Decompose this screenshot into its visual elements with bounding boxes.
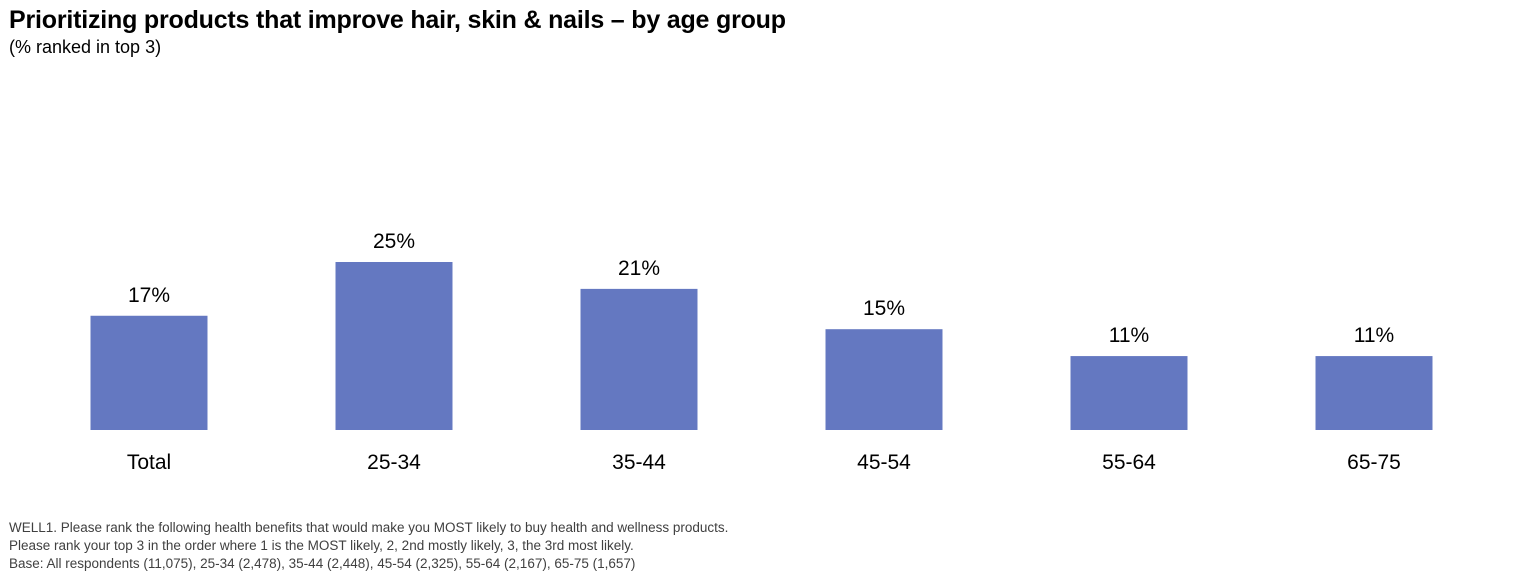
bar-65-75 bbox=[1315, 356, 1433, 430]
footnote-base: Base: All respondents (11,075), 25-34 (2… bbox=[9, 556, 636, 571]
data-label-65-75: 11% bbox=[1354, 324, 1394, 347]
data-label-35-44: 21% bbox=[618, 257, 660, 280]
footnote-question-line-2: Please rank your top 3 in the order wher… bbox=[9, 538, 634, 553]
bar-total bbox=[90, 315, 208, 430]
category-label-25-34: 25-34 bbox=[367, 451, 421, 474]
bar-45-54 bbox=[825, 329, 943, 430]
category-label-45-54: 45-54 bbox=[857, 451, 911, 474]
bar-55-64 bbox=[1070, 356, 1188, 430]
category-label-35-44: 35-44 bbox=[612, 451, 666, 474]
category-label-65-75: 65-75 bbox=[1347, 451, 1401, 474]
data-label-total: 17% bbox=[128, 284, 170, 307]
bar-35-44 bbox=[580, 288, 698, 430]
chart-title: Prioritizing products that improve hair,… bbox=[9, 6, 786, 34]
bar-25-34 bbox=[335, 262, 453, 430]
category-label-55-64: 55-64 bbox=[1102, 451, 1156, 474]
footnote-question-line-1: WELL1. Please rank the following health … bbox=[9, 520, 729, 535]
category-label-total: Total bbox=[127, 451, 171, 474]
data-label-55-64: 11% bbox=[1109, 324, 1149, 347]
bar-chart: 17% Total 25% 25-34 21% 35-44 15% 45-54 11% 55-64… bbox=[90, 230, 1433, 474]
footnotes: WELL1. Please rank the following health … bbox=[9, 519, 728, 573]
data-label-45-54: 15% bbox=[863, 297, 905, 320]
data-label-25-34: 25% bbox=[373, 230, 415, 253]
chart-subtitle: (% ranked in top 3) bbox=[9, 37, 162, 57]
